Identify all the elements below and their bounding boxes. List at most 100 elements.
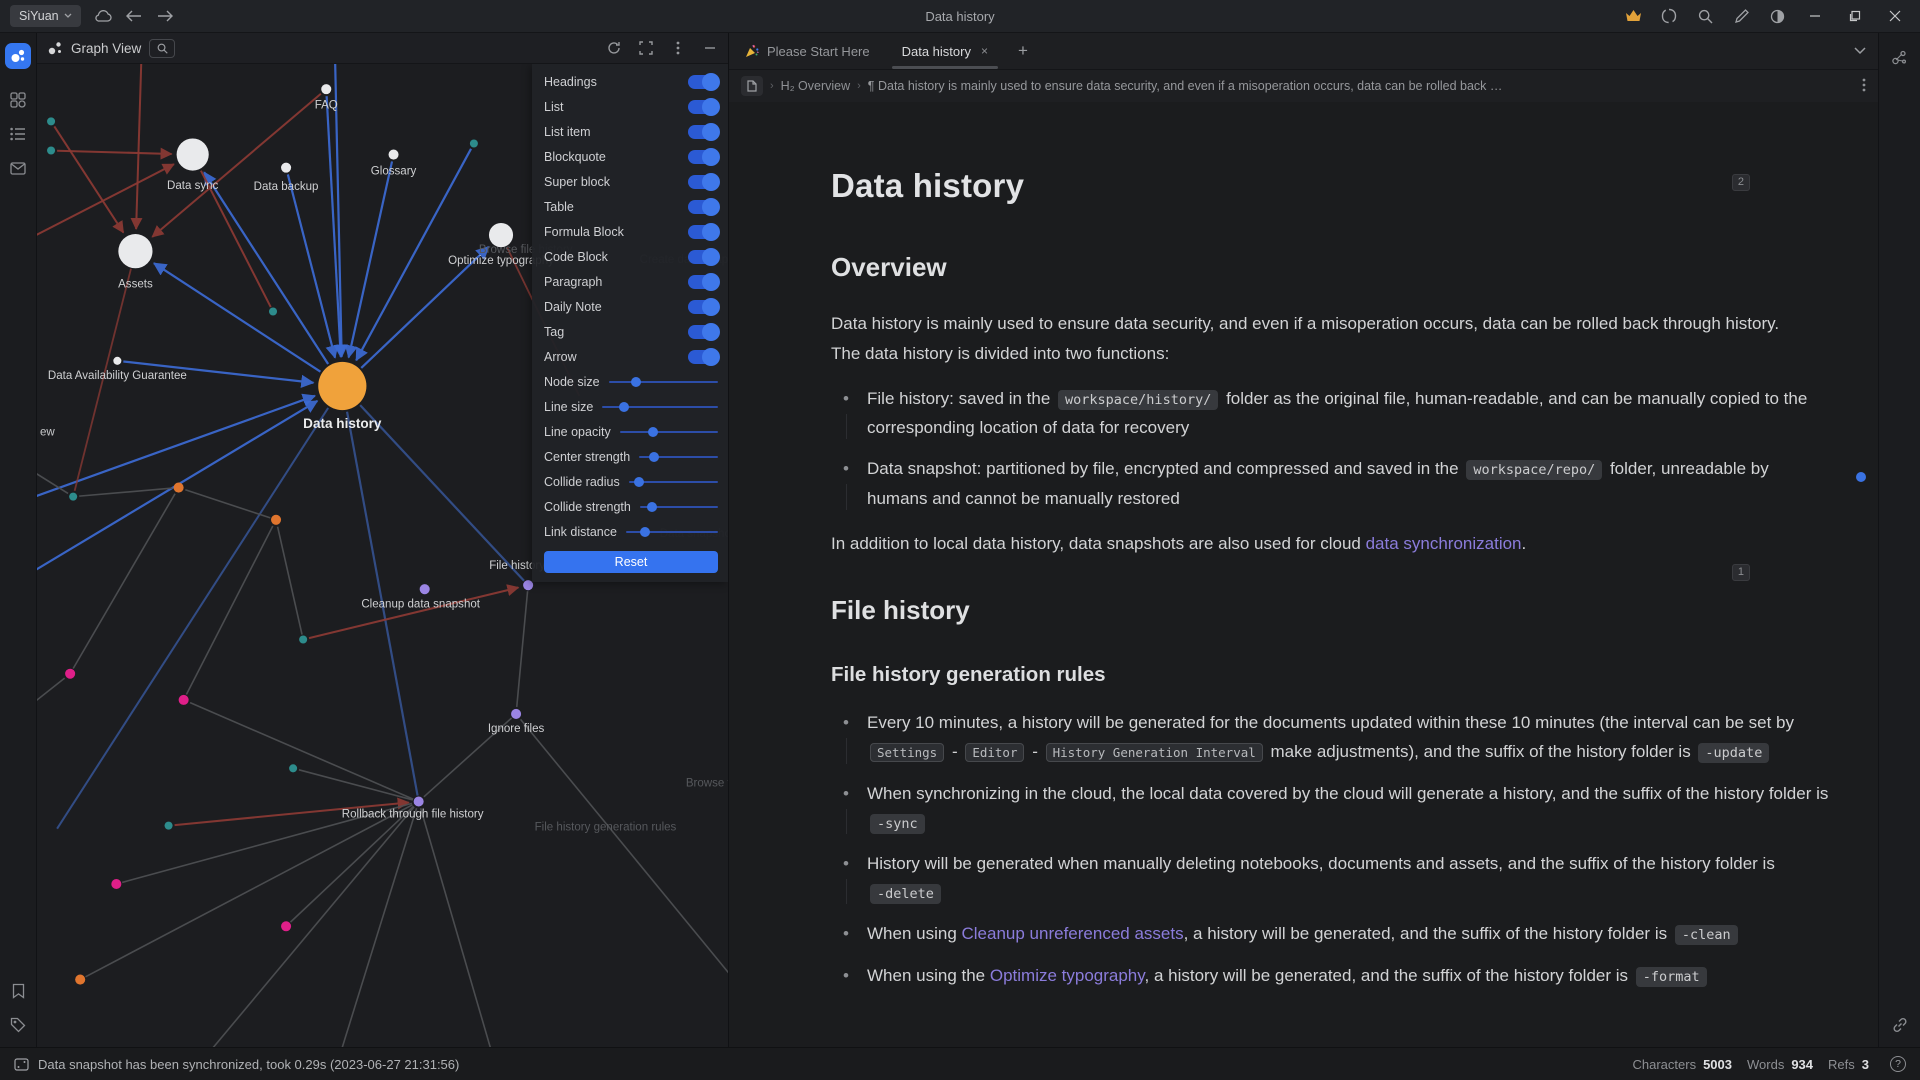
- graph-node-t8[interactable]: [164, 821, 173, 830]
- vip-crown-icon[interactable]: [1620, 8, 1646, 25]
- graph-node-ignore[interactable]: [511, 708, 522, 719]
- graph-node-t7[interactable]: [289, 764, 298, 773]
- graph-fullscreen-icon[interactable]: [638, 40, 654, 56]
- maximize-button[interactable]: [1840, 4, 1870, 28]
- inline-code: -update: [1698, 743, 1770, 764]
- graph-node-p1[interactable]: [65, 668, 76, 679]
- graph-node-o2[interactable]: [271, 514, 282, 525]
- doc-link[interactable]: data synchronization: [1365, 533, 1522, 553]
- dock-bookmark-icon[interactable]: [4, 977, 32, 1005]
- graph-node-filehist[interactable]: [523, 580, 534, 591]
- toggle-paragraph[interactable]: [688, 272, 720, 291]
- graph-node-t3[interactable]: [469, 139, 478, 148]
- toggle-list[interactable]: [688, 97, 720, 116]
- minimize-button[interactable]: [1800, 4, 1830, 28]
- graph-refresh-icon[interactable]: [606, 40, 622, 56]
- breadcrumb-paragraph[interactable]: ¶ Data history is mainly used to ensure …: [867, 79, 1503, 93]
- graph-node-p4[interactable]: [281, 921, 292, 932]
- graph-node-cleanup[interactable]: [419, 584, 430, 595]
- graph-edge: [286, 174, 339, 359]
- toggle-super-block[interactable]: [688, 172, 720, 191]
- toggle-formula-block[interactable]: [688, 222, 720, 241]
- graph-node-p3[interactable]: [111, 878, 122, 890]
- dock-graph-icon[interactable]: [1886, 43, 1914, 71]
- graph-edge: [73, 268, 132, 492]
- toggle-headings[interactable]: [688, 72, 720, 91]
- graph-node-dag[interactable]: [113, 356, 122, 365]
- graph-node-t4[interactable]: [269, 307, 278, 316]
- graph-node-t1[interactable]: [47, 117, 56, 126]
- graph-minimize-icon[interactable]: [702, 40, 718, 56]
- tab-label: Data history: [901, 43, 971, 59]
- slider-line-size[interactable]: [602, 401, 718, 412]
- close-button[interactable]: [1880, 4, 1910, 28]
- graph-more-icon[interactable]: [670, 40, 686, 56]
- doc-link[interactable]: Optimize typography: [989, 965, 1145, 985]
- dock-inbox-icon[interactable]: [4, 154, 32, 182]
- graph-node-faq[interactable]: [321, 84, 332, 95]
- graph-node-databackup[interactable]: [281, 162, 292, 173]
- graph-node-o3[interactable]: [75, 974, 86, 985]
- graph-node-glossary[interactable]: [388, 149, 399, 160]
- inline-code: Settings: [870, 743, 945, 763]
- toggle-tag[interactable]: [688, 322, 720, 341]
- tab-data-history[interactable]: Data history ×: [886, 33, 1004, 69]
- graph-node-label: Cleanup data snapshot: [361, 598, 480, 610]
- graph-node-t2[interactable]: [47, 146, 56, 155]
- scroll-marker-dot[interactable]: [1856, 472, 1866, 482]
- forward-icon[interactable]: [157, 8, 174, 25]
- toggle-list-item[interactable]: [688, 122, 720, 141]
- app-menu-button[interactable]: SiYuan: [10, 5, 81, 27]
- tab-close-icon[interactable]: ×: [980, 44, 988, 58]
- dock-tag-icon[interactable]: [4, 1011, 32, 1039]
- slider-link-distance[interactable]: [625, 526, 718, 537]
- help-icon[interactable]: ?: [1890, 1056, 1906, 1072]
- graph-node-t6[interactable]: [299, 635, 308, 644]
- document-icon[interactable]: [741, 76, 763, 96]
- document-content[interactable]: Data history Overview Data history is main…: [729, 102, 1878, 1047]
- graph-node-rollback[interactable]: [413, 796, 424, 807]
- tab-list-chevron-icon[interactable]: [1854, 33, 1878, 69]
- slider-collide-radius[interactable]: [628, 476, 718, 487]
- graph-node-assets[interactable]: [118, 234, 153, 269]
- tab-please-start-here[interactable]: Please Start Here: [729, 33, 886, 69]
- inline-code: workspace/history/: [1058, 389, 1219, 410]
- theme-mode-icon[interactable]: [1764, 8, 1790, 25]
- dock-outline-icon[interactable]: [4, 120, 32, 148]
- toggle-arrow[interactable]: [688, 347, 720, 366]
- slider-line-opacity[interactable]: [619, 426, 718, 437]
- characters-value: 5003: [1703, 1056, 1732, 1072]
- ref-count-badge[interactable]: 1: [1731, 564, 1750, 581]
- slider-collide-strength[interactable]: [639, 501, 718, 512]
- graph-node-o1[interactable]: [173, 482, 184, 493]
- graph-node-datasync[interactable]: [176, 138, 209, 171]
- toggle-daily-note[interactable]: [688, 297, 720, 316]
- breadcrumb-sep-icon: ›: [770, 80, 774, 92]
- graph-node-optimize[interactable]: [488, 222, 514, 248]
- toggle-blockquote[interactable]: [688, 147, 720, 166]
- graph-node-p2[interactable]: [178, 694, 189, 705]
- graph-node-datahistory[interactable]: [318, 361, 367, 411]
- ref-count-badge[interactable]: 2: [1731, 174, 1750, 191]
- new-tab-button[interactable]: +: [1018, 41, 1028, 60]
- confetti-icon: [746, 44, 759, 57]
- cloud-sync-icon[interactable]: [94, 8, 112, 25]
- siyuan-logo[interactable]: [5, 43, 31, 69]
- slider-center-strength[interactable]: [639, 451, 718, 462]
- bazaar-icon[interactable]: [1656, 8, 1682, 25]
- dock-backlink-icon[interactable]: [1886, 1011, 1914, 1039]
- slider-node-size[interactable]: [608, 376, 718, 387]
- search-icon[interactable]: [1692, 8, 1718, 25]
- toggle-table[interactable]: [688, 197, 720, 216]
- graph-search-button[interactable]: [149, 38, 176, 58]
- back-icon[interactable]: [126, 8, 143, 25]
- breadcrumb-more-icon[interactable]: [1862, 78, 1866, 95]
- dock-filetree-icon[interactable]: [4, 86, 32, 114]
- edit-mode-icon[interactable]: [1728, 8, 1754, 25]
- toggle-code-block[interactable]: [688, 247, 720, 266]
- breadcrumb-heading[interactable]: H₂ Overview: [780, 79, 851, 93]
- reset-button[interactable]: Reset: [544, 551, 718, 573]
- graph-node-t5[interactable]: [69, 492, 78, 501]
- doc-link[interactable]: Cleanup unreferenced assets: [961, 924, 1184, 944]
- graph-canvas[interactable]: Create data snapshotData snapshotBrowse …: [37, 64, 728, 1047]
